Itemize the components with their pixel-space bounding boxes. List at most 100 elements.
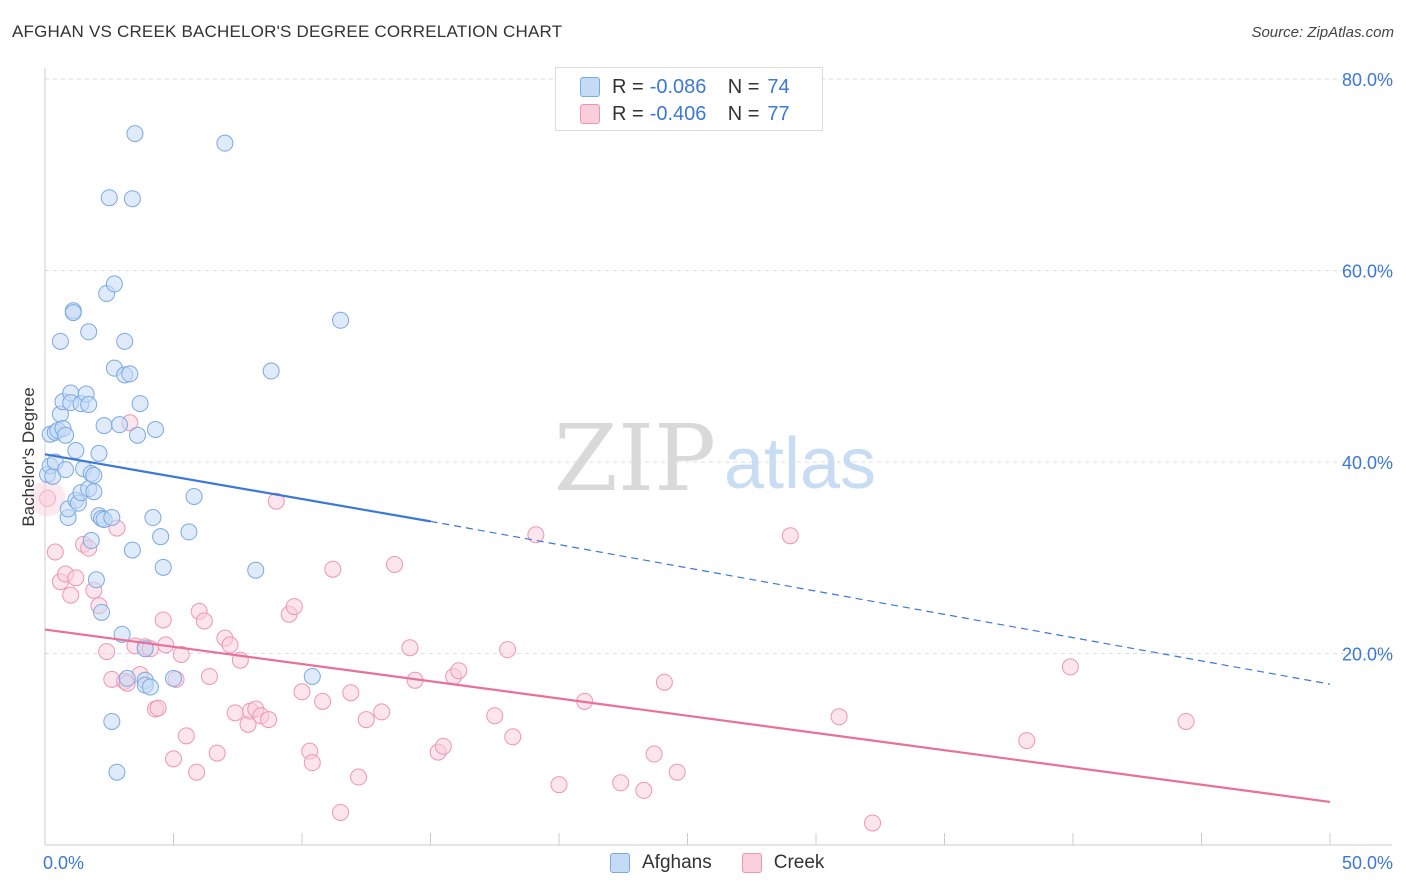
creek-point [864, 814, 882, 832]
creek-point [195, 612, 213, 630]
legend-item-afghans[interactable]: Afghans [610, 852, 712, 874]
afghans-point [332, 311, 350, 329]
afghans-point [90, 444, 108, 462]
y-axis-title: Bachelor's Degree [19, 387, 38, 526]
legend-n-value: 77 [767, 102, 790, 125]
watermark-atlas: atlas [724, 424, 876, 504]
legend-n-value: 74 [767, 75, 790, 98]
creek-swatch [580, 104, 600, 124]
afghans-point [131, 395, 149, 413]
creek-point [373, 703, 391, 721]
legend-r-label: R = [612, 102, 644, 125]
creek-point [645, 745, 663, 763]
afghans-point [108, 763, 126, 781]
creek-point [550, 776, 568, 794]
afghans-legend-swatch [610, 853, 630, 873]
legend-label-creek: Creek [773, 852, 825, 873]
creek-point [154, 611, 172, 629]
creek-point [1061, 658, 1079, 676]
creek-point [260, 711, 278, 729]
creek-point [177, 727, 195, 745]
creek-point [267, 492, 285, 510]
series-legend: Afghans Creek [610, 852, 854, 874]
afghans-point [123, 541, 141, 559]
afghans-point [64, 304, 82, 322]
afghans-point [82, 532, 100, 550]
source-credit: Source: ZipAtlas.com [1251, 24, 1394, 41]
creek-point [527, 526, 545, 544]
x-tick-label: 0.0% [43, 853, 84, 873]
afghans-point [67, 442, 85, 460]
afghans-point [180, 523, 198, 541]
afghans-point [216, 134, 234, 152]
creek-point [303, 754, 321, 772]
afghans-point [111, 416, 129, 434]
creek-point [314, 692, 332, 710]
creek-point [324, 560, 342, 578]
afghans-swatch [580, 77, 600, 97]
creek-point [668, 763, 686, 781]
creek-point [450, 662, 468, 680]
afghans-point [154, 558, 172, 576]
afghans-point [57, 461, 75, 479]
creek-point [486, 707, 504, 725]
afghans-point [93, 603, 111, 621]
y-tick-label: 80.0% [1342, 70, 1393, 90]
creek-point [172, 645, 190, 663]
creek-point [62, 586, 80, 604]
creek-point [830, 708, 848, 726]
creek-point [504, 728, 522, 746]
legend-row-afghans: R = -0.086 N = 74 [580, 74, 790, 100]
creek-point [635, 781, 653, 799]
creek-point [208, 744, 226, 762]
trend-lines [44, 453, 1331, 804]
afghans-point [105, 275, 123, 293]
afghans-point [262, 362, 280, 380]
axes-layer [44, 68, 1392, 846]
creek-point [1177, 712, 1195, 730]
creek-point [98, 643, 116, 661]
afghans-point [103, 712, 121, 730]
creek-point [67, 569, 85, 587]
afghans-point [118, 669, 136, 687]
legend-r-label: R = [612, 75, 644, 98]
legend-n-label: N = [727, 102, 760, 125]
afghans-points [39, 125, 350, 781]
afghans-point [85, 466, 103, 484]
x-tick-label: 50.0% [1342, 853, 1393, 873]
afghans-point [100, 189, 118, 207]
y-tick-label: 60.0% [1342, 262, 1393, 282]
afghans-point [129, 426, 147, 444]
creek-point [612, 774, 630, 792]
y-tick-label: 40.0% [1342, 453, 1393, 473]
creek-point [39, 489, 57, 507]
creek-point [655, 673, 673, 691]
afghans-point [185, 487, 203, 505]
legend-item-creek[interactable]: Creek [741, 852, 825, 874]
creek-legend-swatch [741, 853, 762, 873]
legend-n-label: N = [727, 75, 760, 98]
afghans-point [152, 528, 170, 546]
creek-point [46, 543, 64, 561]
afghans-point [123, 190, 141, 208]
y-tick-label: 20.0% [1342, 645, 1393, 665]
creek-point [386, 555, 404, 573]
afghans-point [103, 509, 121, 527]
afghans-point [80, 323, 98, 341]
creek-point [188, 763, 206, 781]
afghans-point [165, 669, 182, 687]
afghans-point [144, 509, 162, 527]
legend-row-creek: R = -0.406 N = 77 [580, 101, 790, 127]
afghans-point [126, 125, 144, 143]
creek-point [149, 699, 167, 717]
afghans-point [136, 640, 154, 658]
afghans-point [51, 332, 69, 350]
afghans-point [57, 426, 75, 444]
creek-point [357, 711, 375, 729]
creek-point [165, 750, 182, 768]
legend-r-value: -0.406 [649, 102, 707, 125]
grid-layer [45, 78, 1392, 654]
watermark-zip: ZIP [554, 405, 716, 512]
creek-point [342, 684, 360, 702]
